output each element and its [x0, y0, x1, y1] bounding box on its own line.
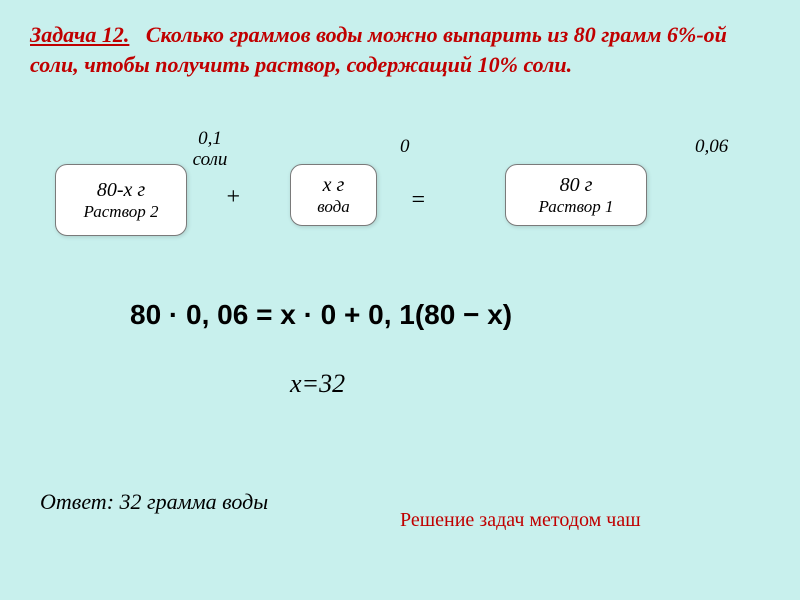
equals-sign: = — [410, 187, 426, 214]
label-concentration-1: 0,1 соли — [185, 129, 235, 171]
equation: 80 · 0, 06 = x · 0 + 0, 1(80 − x) — [130, 299, 512, 331]
plus-sign: + — [225, 184, 241, 211]
label-concentration-3: 0,06 — [695, 137, 728, 158]
box2-line1: х г — [291, 173, 376, 197]
label1-top: 0,1 — [185, 129, 235, 150]
answer-text: Ответ: 32 грамма воды — [40, 489, 268, 515]
task-number: Задача 12. — [30, 22, 129, 47]
footer-method: Решение задач методом чаш — [400, 509, 641, 532]
box-solution-2: 80-х г Раствор 2 — [55, 164, 187, 236]
label1-bot: соли — [185, 150, 235, 171]
work-area: 0,1 соли 0 0,06 80-х г Раствор 2 + х г в… — [0, 89, 800, 529]
box3-line2: Раствор 1 — [506, 197, 646, 217]
box2-line2: вода — [291, 197, 376, 217]
problem-title: Задача 12. Сколько граммов воды можно вы… — [0, 0, 800, 89]
label-concentration-2: 0 — [400, 137, 410, 158]
box1-line1: 80-х г — [56, 178, 186, 202]
box-solution-1: 80 г Раствор 1 — [505, 164, 647, 226]
x-result: х=32 — [290, 369, 345, 399]
box1-line2: Раствор 2 — [56, 202, 186, 222]
box3-line1: 80 г — [506, 173, 646, 197]
box-water: х г вода — [290, 164, 377, 226]
task-text: Сколько граммов воды можно выпарить из 8… — [30, 22, 727, 77]
